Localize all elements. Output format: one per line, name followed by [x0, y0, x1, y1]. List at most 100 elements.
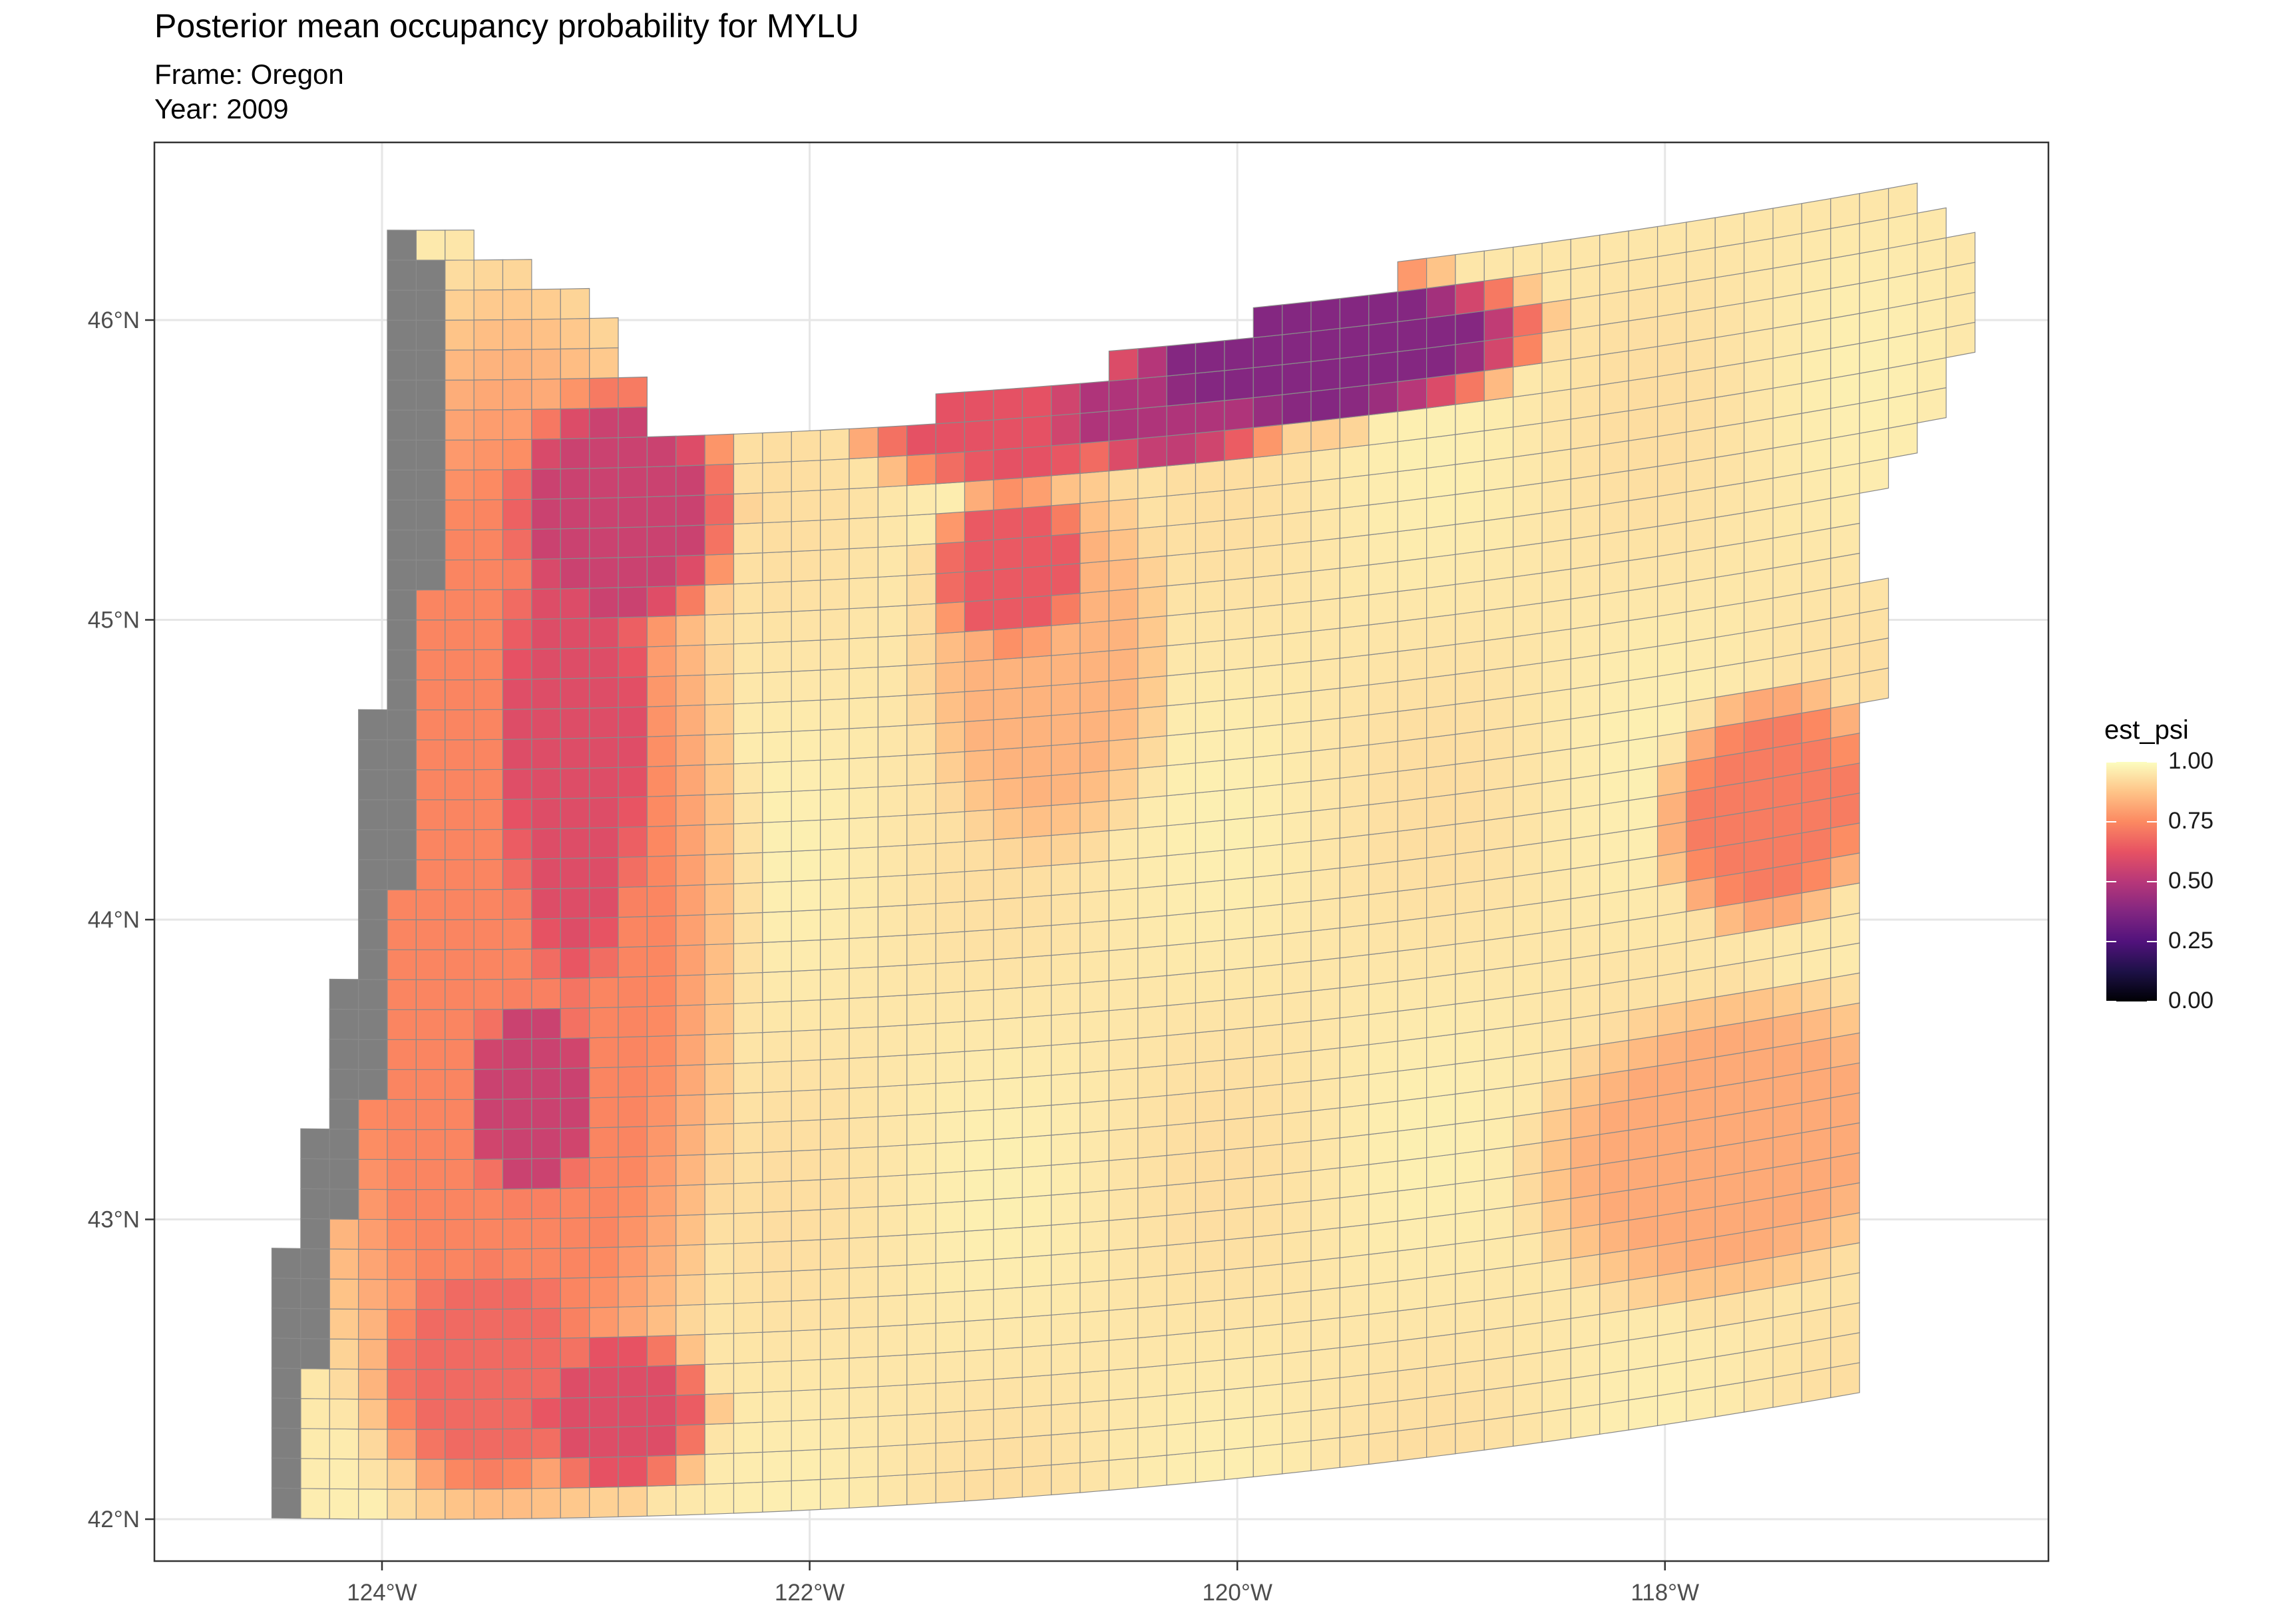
grid-cell — [704, 1093, 735, 1125]
grid-cell — [1801, 1097, 1831, 1134]
grid-cell — [1224, 1326, 1254, 1361]
grid-cell — [1195, 1359, 1225, 1393]
grid-cell — [502, 1248, 532, 1280]
grid-cell — [1166, 1062, 1197, 1096]
x-tick-label: 120°W — [1202, 1580, 1272, 1606]
grid-cell — [1599, 380, 1629, 416]
grid-cell — [1426, 884, 1456, 918]
grid-cell — [762, 491, 792, 524]
grid-cell — [1772, 922, 1802, 959]
grid-cell — [1455, 280, 1485, 315]
grid-cell — [935, 751, 966, 785]
grid-cell — [1744, 387, 1774, 424]
grid-cell — [1570, 1373, 1601, 1409]
grid-cell — [473, 259, 504, 291]
grid-cell — [675, 764, 705, 797]
grid-cell — [1541, 958, 1571, 993]
grid-cell — [1744, 627, 1774, 663]
grid-cell — [935, 601, 966, 634]
grid-cell — [1166, 403, 1197, 437]
grid-cell — [1051, 472, 1081, 506]
grid-cell — [531, 348, 561, 380]
grid-cell — [1686, 1206, 1716, 1242]
grid-cell — [964, 569, 994, 603]
grid-cell-na — [387, 260, 417, 291]
grid-cell — [820, 608, 850, 641]
grid-cell — [531, 1367, 561, 1399]
grid-cell — [849, 1056, 879, 1089]
grid-cell — [1513, 992, 1543, 1027]
grid-cell — [1310, 1077, 1341, 1112]
grid-cell — [1483, 1086, 1514, 1121]
x-tick-label: 124°W — [347, 1580, 417, 1606]
grid-cell — [906, 603, 936, 636]
grid-cell — [502, 289, 532, 321]
grid-cell — [791, 699, 821, 732]
grid-cell — [1426, 1213, 1456, 1248]
grid-cell — [1859, 397, 1889, 434]
grid-cell — [1513, 1381, 1543, 1417]
grid-cell-na — [387, 319, 417, 351]
grid-cell — [1397, 317, 1428, 353]
grid-cell — [387, 1218, 417, 1250]
grid-cell — [531, 1007, 561, 1039]
grid-cell — [1744, 957, 1774, 993]
grid-cell — [445, 979, 475, 1010]
grid-cell — [415, 649, 446, 681]
grid-cell — [531, 1218, 561, 1250]
grid-cell — [993, 1407, 1023, 1440]
grid-cell — [531, 318, 561, 350]
grid-cell — [1772, 532, 1802, 569]
grid-cell — [1628, 645, 1658, 681]
grid-cell — [618, 766, 648, 798]
grid-cell — [1888, 332, 1918, 369]
grid-cell — [1772, 1102, 1802, 1139]
grid-cell — [1657, 461, 1687, 497]
grid-cell — [1830, 492, 1860, 529]
grid-cell — [358, 1368, 388, 1400]
grid-cell — [906, 1083, 936, 1116]
grid-cell — [1426, 584, 1456, 619]
grid-cell — [387, 1339, 417, 1370]
grid-cell — [329, 1248, 359, 1280]
grid-cell — [1830, 763, 1860, 799]
grid-cell — [877, 874, 908, 908]
grid-cell — [733, 702, 763, 735]
grid-cell — [1310, 598, 1341, 632]
grid-cell — [1513, 542, 1543, 578]
grid-cell — [1252, 814, 1283, 848]
grid-cell — [964, 809, 994, 842]
grid-cell — [675, 614, 705, 647]
grid-cell — [1079, 1310, 1110, 1344]
grid-cell — [1714, 422, 1745, 458]
grid-cell — [1397, 1337, 1428, 1371]
grid-cell — [1252, 1443, 1283, 1478]
grid-cell — [1628, 1065, 1658, 1101]
grid-cell — [1714, 602, 1745, 638]
grid-cell — [1397, 1427, 1428, 1462]
grid-cell — [877, 934, 908, 968]
grid-cell — [1513, 302, 1543, 338]
grid-cell — [733, 792, 763, 824]
grid-cell — [560, 827, 590, 859]
grid-cell — [791, 490, 821, 522]
grid-cell — [964, 1439, 994, 1472]
grid-cell — [1108, 468, 1139, 502]
grid-cell-na — [358, 799, 388, 830]
grid-cell — [1195, 580, 1225, 614]
grid-cell — [877, 635, 908, 668]
grid-cell — [1483, 996, 1514, 1031]
grid-cell — [358, 1278, 388, 1310]
grid-cell — [1397, 347, 1428, 383]
grid-cell — [1455, 1240, 1485, 1275]
grid-cell — [1570, 1194, 1601, 1229]
grid-cell — [1368, 531, 1398, 566]
grid-cell — [1252, 574, 1283, 608]
grid-cell — [1108, 1007, 1139, 1041]
grid-cell — [1657, 761, 1687, 797]
grid-cell — [1628, 1005, 1658, 1041]
grid-cell — [1310, 1017, 1341, 1052]
grid-cell — [445, 589, 475, 621]
grid-cell — [1830, 313, 1860, 349]
grid-cell — [1339, 1314, 1370, 1348]
